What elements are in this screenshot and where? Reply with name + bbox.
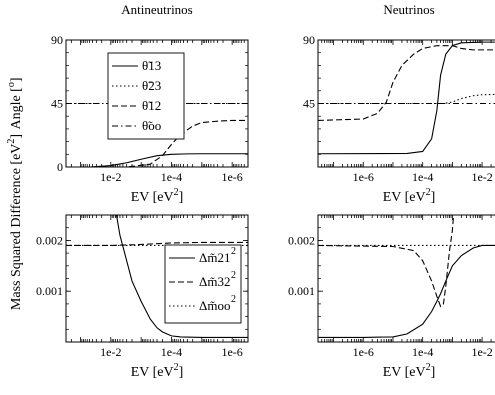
y-tick-label: 0.001 xyxy=(288,284,315,298)
y-axis-label: Mass Squared Difference [eV2] xyxy=(6,134,24,310)
panel-4: 1e-6 1e-4 1e-2 0.001 0.002 EV [eV2] xyxy=(288,214,495,380)
series-line-1 xyxy=(318,41,495,155)
series-group xyxy=(318,41,495,155)
y-tick-label: 0.002 xyxy=(288,233,315,247)
x-tick-label: 1e-2 xyxy=(100,345,121,359)
x-tick-label: 1e-4 xyxy=(161,345,182,359)
x-tick-label: 1e-2 xyxy=(471,170,492,184)
legend-entry: θ̃23 xyxy=(142,78,161,93)
series-group xyxy=(66,215,248,338)
panel-3: 1e-2 1e-4 1e-6 0.001 0.002 EV [eV2] Mass Squar… xyxy=(6,134,249,380)
y-tick-label: 45 xyxy=(303,97,315,111)
legend-entry: θ̃13 xyxy=(142,58,161,73)
series-line-1 xyxy=(115,215,248,338)
legend: θ̃13 θ̃23 θ̃12 θ̃oo xyxy=(107,52,185,140)
panel-2: 1e-6 1e-4 1e-2 45 90 Neutrinos EV [eV2] xyxy=(303,2,495,205)
legend-superscript: 2 xyxy=(231,246,236,257)
plot-frame xyxy=(317,214,495,343)
x-axis-label: EV [eV2] xyxy=(383,362,436,380)
x-tick-label: 1e-2 xyxy=(100,170,121,184)
legend-superscript: 2 xyxy=(231,294,236,305)
legend-entry: Δm̃32 xyxy=(199,274,230,289)
series-line-2 xyxy=(318,215,455,308)
x-tick-label: 1e-6 xyxy=(353,345,374,359)
x-axis-label: EV [eV2] xyxy=(131,362,184,380)
series-line-3 xyxy=(318,45,495,121)
y-tick-label: 90 xyxy=(51,33,63,47)
panel-1: 1e-2 1e-4 1e-6 0 45 90 Antineutrinos EV [eV2] An… xyxy=(6,2,249,205)
y-tick-label: 0 xyxy=(57,160,63,174)
y-tick-label: 0.002 xyxy=(36,233,63,247)
legend-entry: θ̃oo xyxy=(142,118,161,133)
legend-entry: Δm̃oo xyxy=(199,298,230,313)
series-line-1 xyxy=(318,244,495,338)
y-axis-label: Angle [o] xyxy=(6,77,24,129)
x-tick-label: 1e-4 xyxy=(412,170,433,184)
x-tick-label: 1e-6 xyxy=(353,170,374,184)
x-tick-label: 1e-4 xyxy=(412,345,433,359)
panel-title: Neutrinos xyxy=(383,2,434,17)
legend-entry: Δm̃21 xyxy=(199,250,230,265)
y-tick-label: 90 xyxy=(303,33,315,47)
panel-title: Antineutrinos xyxy=(121,2,193,17)
x-tick-label: 1e-2 xyxy=(471,345,492,359)
x-tick-label: 1e-4 xyxy=(161,170,182,184)
x-tick-label: 1e-6 xyxy=(221,345,242,359)
legend-box xyxy=(107,52,185,140)
legend-superscript: 2 xyxy=(231,270,236,281)
series-line-2 xyxy=(318,93,495,105)
legend-entry: θ̃12 xyxy=(142,98,161,113)
y-tick-label: 45 xyxy=(51,97,63,111)
legend: Δm̃21 2Δm̃32 2Δm̃oo 2 xyxy=(164,244,242,324)
x-tick-label: 1e-6 xyxy=(221,170,242,184)
x-axis-label: EV [eV2] xyxy=(383,187,436,205)
x-axis-label: EV [eV2] xyxy=(131,187,184,205)
y-tick-label: 0.001 xyxy=(36,284,63,298)
series-group xyxy=(318,215,495,338)
series-line-1 xyxy=(66,153,248,167)
